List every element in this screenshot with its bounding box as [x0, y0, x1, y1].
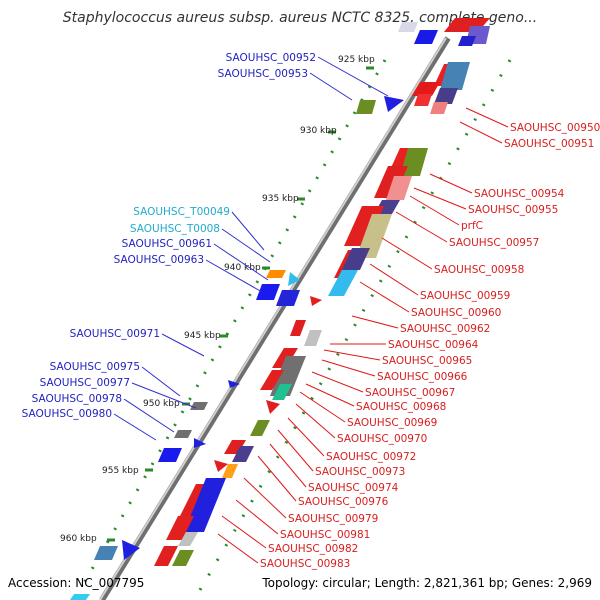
gene-label-SAOUHSC_00972[interactable]: SAOUHSC_00972 — [326, 451, 416, 463]
scale-label-940: 940 kbp — [224, 263, 261, 273]
gene-label-SAOUHSC_00952[interactable]: SAOUHSC_00952 — [226, 52, 316, 64]
gene-label-SAOUHSC_00962[interactable]: SAOUHSC_00962 — [400, 323, 490, 335]
genome-title: Staphylococcus aureus subsp. aureus NCTC… — [62, 10, 538, 26]
gene-label-SAOUHSC_00958[interactable]: SAOUHSC_00958 — [434, 264, 524, 276]
gene-label-SAOUHSC_00965[interactable]: SAOUHSC_00965 — [382, 355, 472, 367]
gene-features-left-strand[interactable] — [70, 96, 404, 600]
gene-label-SAOUHSC_T00049[interactable]: SAOUHSC_T00049 — [133, 206, 230, 218]
gene-label-SAOUHSC_00964[interactable]: SAOUHSC_00964 — [388, 339, 479, 351]
gene-label-prfC[interactable]: prfC — [461, 220, 483, 232]
gene-label-SAOUHSC_00980[interactable]: SAOUHSC_00980 — [22, 408, 112, 420]
gene-label-SAOUHSC_00961[interactable]: SAOUHSC_00961 — [122, 238, 212, 250]
accession-label: Accession: NC_007795 — [8, 576, 145, 590]
gene-label-SAOUHSC_00981[interactable]: SAOUHSC_00981 — [280, 529, 370, 541]
scale-label-945: 945 kbp — [184, 331, 221, 341]
chromosome-backbone-highlight — [99, 37, 447, 600]
scale-label-930: 930 kbp — [300, 126, 337, 136]
gene-label-SAOUHSC_00959[interactable]: SAOUHSC_00959 — [420, 290, 510, 302]
scale-label-950: 950 kbp — [143, 399, 180, 409]
leader-lines-left — [113, 56, 389, 441]
scale-label-925: 925 kbp — [338, 55, 375, 65]
gene-label-SAOUHSC_00974[interactable]: SAOUHSC_00974 — [308, 482, 399, 494]
scale-label-955: 955 kbp — [102, 466, 139, 476]
gene-label-SAOUHSC_T0008[interactable]: SAOUHSC_T0008 — [130, 223, 220, 235]
gene-features-right-strand[interactable] — [154, 18, 490, 566]
genome-summary-label: Topology: circular; Length: 2,821,361 bp… — [262, 576, 592, 590]
gene-label-SAOUHSC_00982[interactable]: SAOUHSC_00982 — [268, 543, 358, 555]
gene-label-SAOUHSC_00966[interactable]: SAOUHSC_00966 — [377, 371, 468, 383]
scale-label-960: 960 kbp — [60, 534, 97, 544]
gene-label-SAOUHSC_00979[interactable]: SAOUHSC_00979 — [288, 513, 378, 525]
gene-label-SAOUHSC_00969[interactable]: SAOUHSC_00969 — [347, 417, 437, 429]
gene-label-SAOUHSC_00950[interactable]: SAOUHSC_00950 — [510, 122, 600, 134]
gene-label-SAOUHSC_00963[interactable]: SAOUHSC_00963 — [114, 254, 204, 266]
scale-ticks — [107, 66, 374, 542]
gene-label-SAOUHSC_00970[interactable]: SAOUHSC_00970 — [337, 433, 427, 445]
gene-label-SAOUHSC_00968[interactable]: SAOUHSC_00968 — [356, 401, 446, 413]
inner-dot-track — [198, 59, 512, 591]
gene-label-SAOUHSC_00973[interactable]: SAOUHSC_00973 — [315, 466, 405, 478]
gene-label-SAOUHSC_00967[interactable]: SAOUHSC_00967 — [365, 387, 455, 399]
gene-label-SAOUHSC_00976[interactable]: SAOUHSC_00976 — [298, 496, 389, 508]
gene-label-SAOUHSC_00977[interactable]: SAOUHSC_00977 — [40, 377, 130, 389]
gene-label-SAOUHSC_00955[interactable]: SAOUHSC_00955 — [468, 204, 558, 216]
gene-label-SAOUHSC_00978[interactable]: SAOUHSC_00978 — [32, 393, 122, 405]
scale-label-935: 935 kbp — [262, 194, 299, 204]
gene-label-SAOUHSC_00960[interactable]: SAOUHSC_00960 — [411, 307, 501, 319]
scale-track — [78, 59, 387, 591]
chromosome-backbone — [99, 36, 451, 600]
gene-label-SAOUHSC_00971[interactable]: SAOUHSC_00971 — [70, 328, 160, 340]
gene-label-SAOUHSC_00975[interactable]: SAOUHSC_00975 — [50, 361, 140, 373]
gene-label-SAOUHSC_00953[interactable]: SAOUHSC_00953 — [218, 68, 308, 80]
gene-label-SAOUHSC_00954[interactable]: SAOUHSC_00954 — [474, 188, 565, 200]
leader-lines-right — [217, 107, 509, 564]
gene-label-SAOUHSC_00951[interactable]: SAOUHSC_00951 — [504, 138, 594, 150]
gene-label-SAOUHSC_00957[interactable]: SAOUHSC_00957 — [449, 237, 539, 249]
gene-label-SAOUHSC_00983[interactable]: SAOUHSC_00983 — [260, 558, 350, 570]
